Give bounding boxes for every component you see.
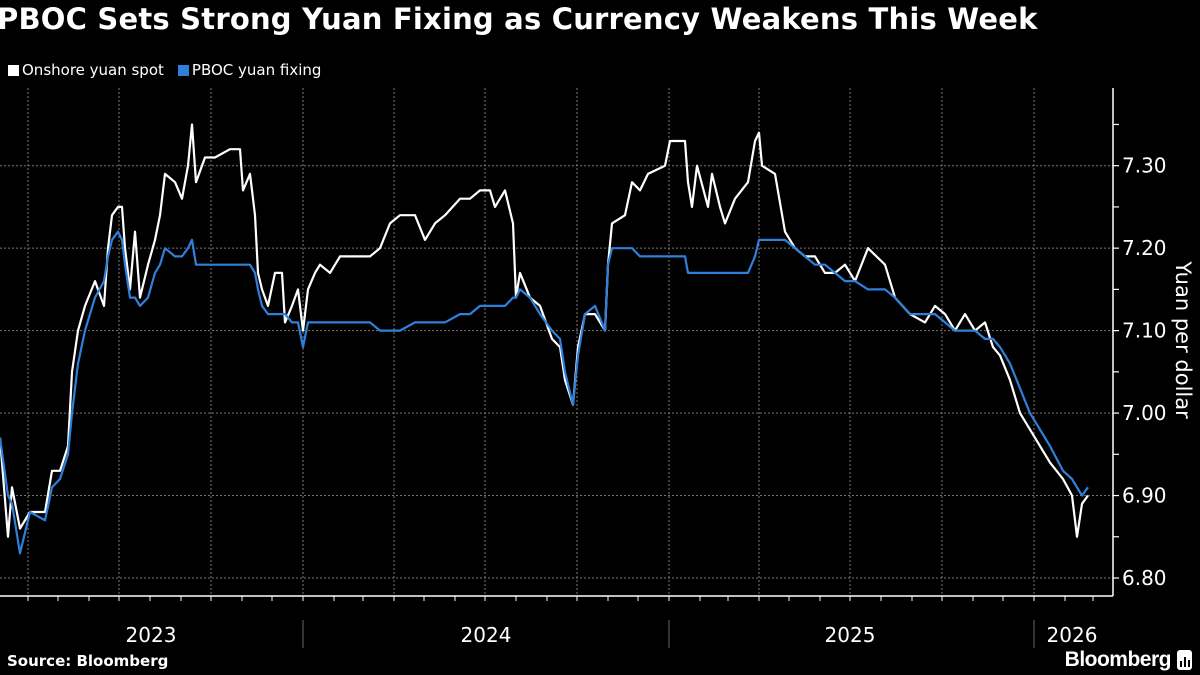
y-axis-label: Yuan per dollar	[1171, 260, 1195, 419]
y-tick-label: 7.00	[1122, 401, 1167, 425]
legend-swatch-spot	[8, 64, 19, 76]
series-line-onshore-spot	[0, 123, 1089, 538]
bloomberg-chart-icon	[1177, 650, 1192, 670]
x-tick-label-2024: 2024	[461, 623, 512, 647]
y-tick-label: 7.30	[1122, 154, 1167, 178]
x-tick-label-2025: 2025	[825, 623, 876, 647]
y-tick-label: 7.20	[1122, 236, 1167, 260]
y-tick-label: 6.90	[1122, 484, 1167, 508]
series-line-pboc-fixing	[0, 230, 1089, 555]
chart-title: PBOC Sets Strong Yuan Fixing as Currency…	[0, 2, 1038, 36]
legend: Onshore yuan spot PBOC yuan fixing	[8, 61, 321, 79]
y-tick-label: 6.80	[1122, 566, 1167, 590]
bloomberg-logo: Bloomberg	[1065, 648, 1192, 672]
axes: 6.80 6.90 7.00 7.10 7.20 7.30 2023 2024 2025 2026	[0, 88, 1167, 648]
legend-label-spot: Onshore yuan spot	[22, 61, 164, 79]
x-tick-label-2023: 2023	[126, 623, 177, 647]
legend-swatch-fixing	[177, 64, 189, 76]
source-note: Source: Bloomberg	[7, 652, 169, 670]
legend-item-spot: Onshore yuan spot	[8, 61, 164, 79]
y-tick-label: 7.10	[1122, 319, 1167, 343]
series-lines	[0, 123, 1089, 555]
legend-item-fixing: PBOC yuan fixing	[177, 61, 322, 79]
legend-label-fixing: PBOC yuan fixing	[191, 61, 322, 79]
logo-text: Bloomberg	[1064, 648, 1172, 671]
x-tick-label-2026: 2026	[1047, 623, 1098, 647]
